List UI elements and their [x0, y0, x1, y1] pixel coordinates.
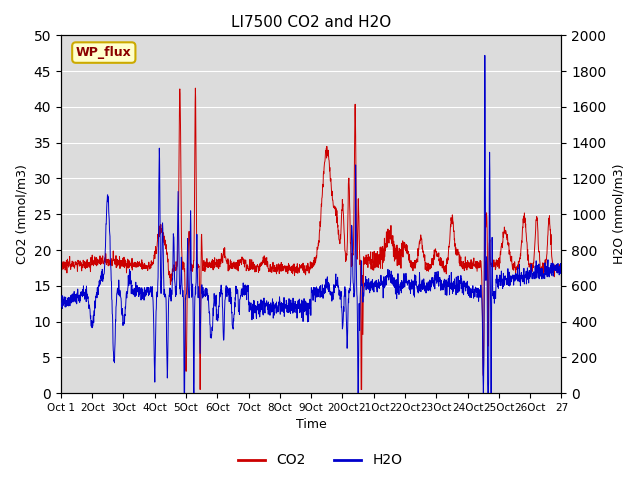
- Y-axis label: CO2 (mmol/m3): CO2 (mmol/m3): [15, 164, 28, 264]
- Legend: CO2, H2O: CO2, H2O: [232, 448, 408, 473]
- Text: WP_flux: WP_flux: [76, 46, 132, 59]
- X-axis label: Time: Time: [296, 419, 326, 432]
- Title: LI7500 CO2 and H2O: LI7500 CO2 and H2O: [231, 15, 391, 30]
- Y-axis label: H2O (mmol/m3): H2O (mmol/m3): [612, 164, 625, 264]
